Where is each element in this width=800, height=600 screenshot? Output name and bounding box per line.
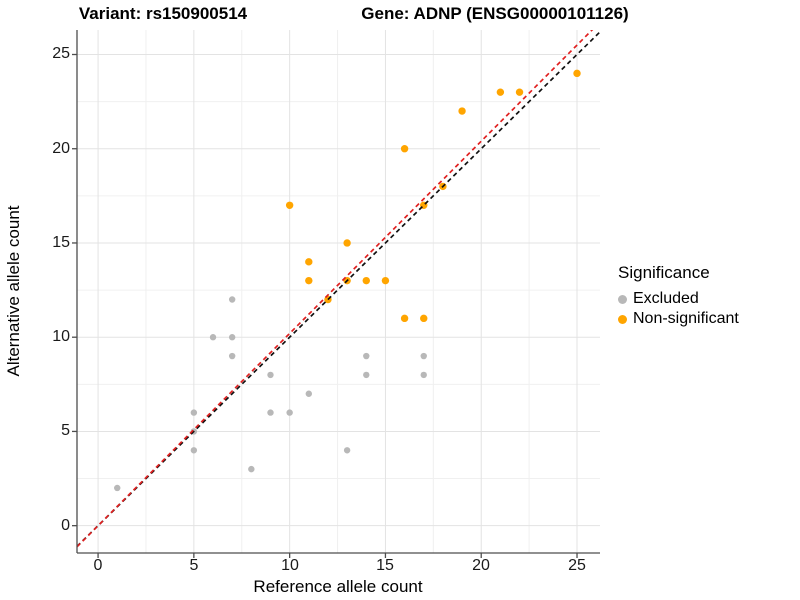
x-tick-20: 20 [472, 557, 490, 574]
legend-item-label: Non-significant [633, 310, 739, 327]
legend: Significance Excluded Non-significant [618, 263, 739, 329]
variant-title: Variant: rs150900514 [78, 4, 248, 23]
y-tick-20: 20 [52, 140, 70, 157]
x-tick-25: 25 [568, 557, 586, 574]
gene-title: Gene: ADNP (ENSG00000101126) [361, 4, 629, 23]
legend-item-non-significant: Non-significant [618, 309, 739, 329]
y-tick-0: 0 [61, 517, 70, 534]
y-axis-label: Alternative allele count [4, 205, 23, 377]
identity-line [77, 31, 600, 548]
excluded-dot-icon [618, 294, 627, 304]
legend-item-label: Excluded [633, 290, 699, 307]
x-tick-10: 10 [281, 557, 299, 574]
x-axis-label: Reference allele count [253, 577, 423, 596]
series-excluded [114, 296, 427, 492]
y-tick-10: 10 [52, 328, 70, 345]
legend-title: Significance [618, 263, 710, 282]
non-significant-dot-icon [618, 314, 627, 324]
legend-item-excluded: Excluded [618, 289, 739, 309]
x-tick-5: 5 [189, 557, 199, 574]
y-tick-5: 5 [61, 422, 70, 439]
y-tick-25: 25 [52, 45, 70, 62]
x-tick-0: 0 [93, 557, 103, 574]
x-tick-15: 15 [376, 557, 394, 574]
y-tick-15: 15 [52, 234, 70, 251]
fit-line [77, 30, 594, 548]
